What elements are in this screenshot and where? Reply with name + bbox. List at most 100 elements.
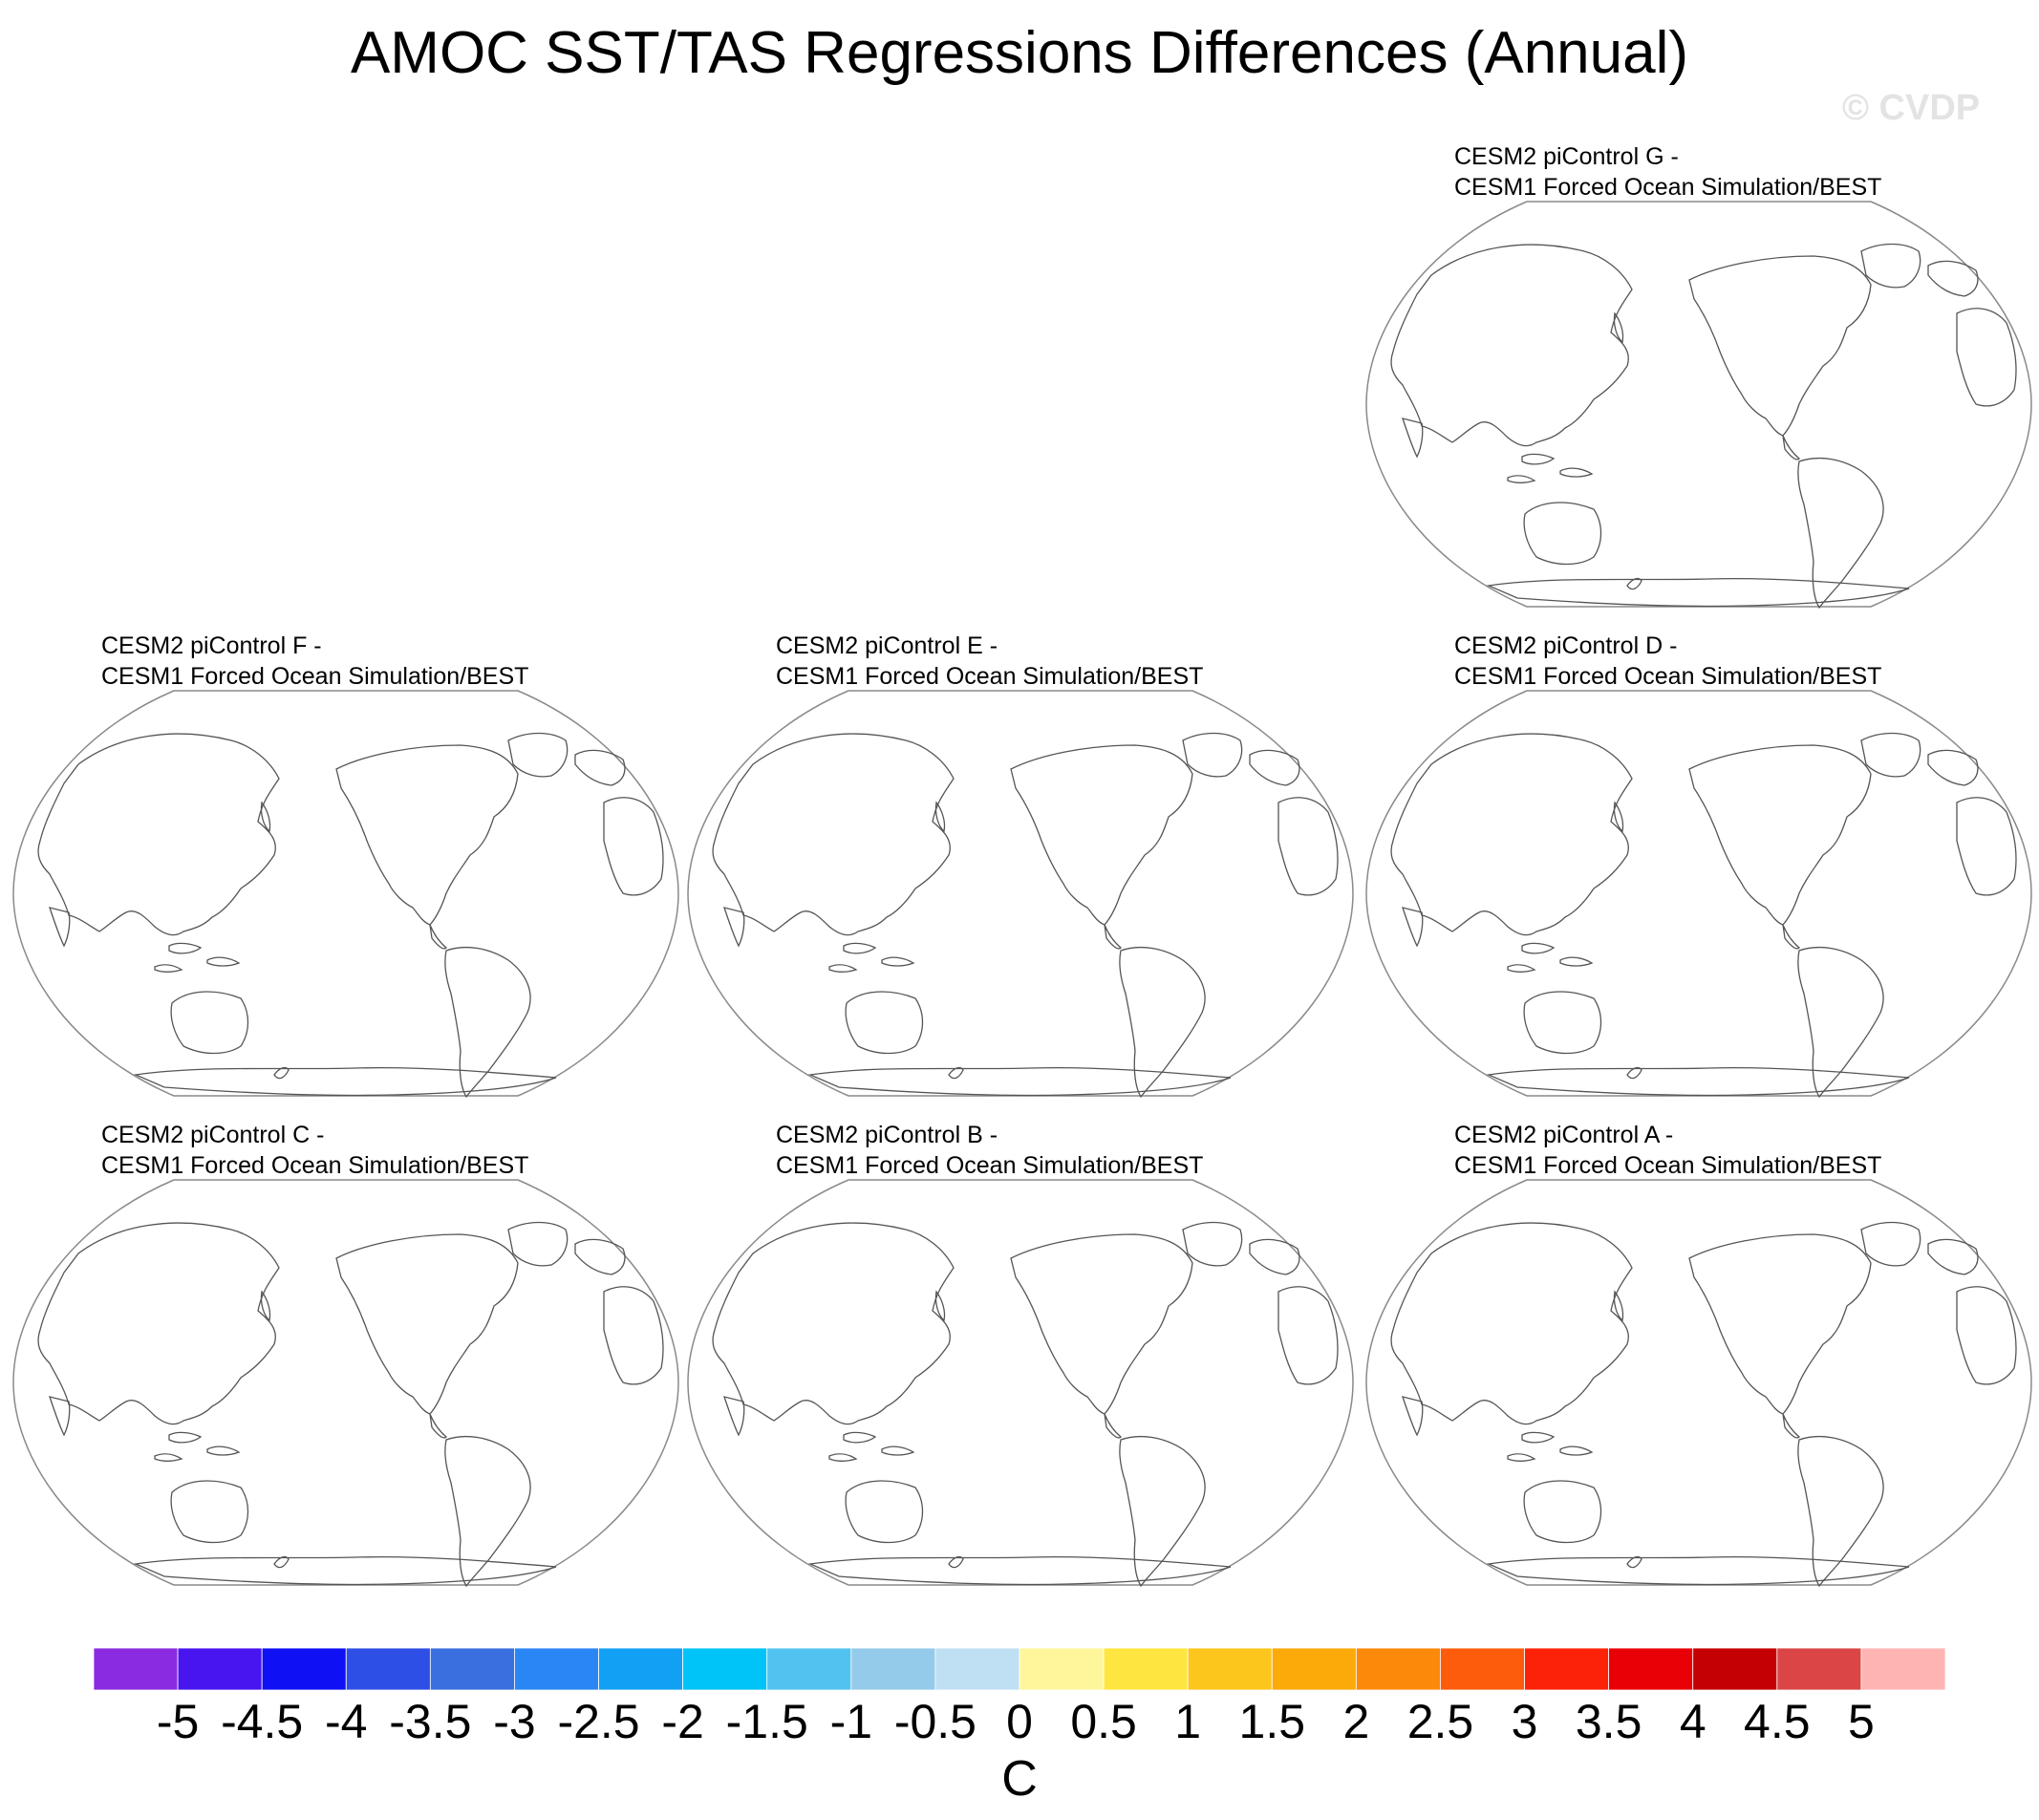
map-frame (1365, 1179, 2032, 1586)
coastline (948, 1066, 964, 1080)
coastline (1860, 243, 1921, 289)
coastline (723, 1396, 745, 1437)
coastline (1104, 924, 1122, 950)
coastline (49, 1396, 71, 1437)
colorbar-box (934, 1648, 1020, 1691)
world-map (12, 1179, 679, 1588)
coastline (1119, 1435, 1206, 1588)
panel-title-line2: CESM1 Forced Ocean Simulation/BEST (776, 1152, 1204, 1179)
coastline (335, 744, 519, 926)
colorbar-box (514, 1648, 599, 1691)
colorbar-box (94, 1648, 179, 1691)
coastline (1860, 732, 1921, 778)
coastline (1956, 1286, 2017, 1385)
panel-title: CESM2 piControl B - CESM1 Forced Ocean Si… (776, 1120, 1203, 1181)
colorbar-box (1355, 1648, 1441, 1691)
colorbar-tick-label: 5 (1848, 1695, 1875, 1748)
colorbar-tick-label: 3 (1511, 1695, 1538, 1748)
coastline (1486, 1066, 1910, 1097)
coastline (574, 749, 626, 786)
map-panel-d: CESM2 piControl D - CESM1 Forced Ocean Si… (1364, 631, 2033, 1108)
map-frame (687, 690, 1354, 1097)
coastline (1927, 1238, 1979, 1275)
panel-title: CESM2 piControl D - CESM1 Forced Ocean Si… (1454, 631, 1881, 692)
coastline (1688, 1233, 1872, 1415)
coastline (168, 1431, 203, 1444)
colorbar-box (1776, 1648, 1862, 1691)
coastline (1521, 942, 1556, 954)
coastline (603, 797, 664, 896)
map-frame (1365, 201, 2032, 608)
colorbar-tick-label: -4 (325, 1695, 368, 1748)
colorbar-tick-label: 3.5 (1575, 1695, 1642, 1748)
coastline (133, 1066, 557, 1097)
coastline (1521, 1431, 1556, 1444)
coastline (1182, 1221, 1243, 1267)
coastline (273, 1066, 290, 1080)
coastline (828, 1453, 858, 1462)
coastline (1613, 311, 1624, 344)
colorbar (94, 1648, 1945, 1691)
coastline (1521, 453, 1556, 465)
coastline (1797, 946, 1884, 1099)
coastline (1956, 308, 2017, 407)
coastline (828, 964, 858, 973)
coastline (1507, 475, 1536, 483)
coastline (1860, 1221, 1921, 1267)
colorbar-tick-label: -3 (493, 1695, 536, 1748)
colorbar-box (1019, 1648, 1105, 1691)
coastline (154, 1453, 183, 1462)
coastline (1782, 1413, 1800, 1439)
map-panel-e: CESM2 piControl E - CESM1 Forced Ocean Si… (686, 631, 1355, 1108)
panel-title: CESM2 piControl A - CESM1 Forced Ocean Si… (1454, 1120, 1881, 1181)
colorbar-tick-label: 0.5 (1070, 1695, 1137, 1748)
panel-title-line2: CESM1 Forced Ocean Simulation/BEST (1454, 663, 1882, 690)
colorbar-box (682, 1648, 768, 1691)
coastline (1402, 418, 1424, 459)
coastline (1626, 1066, 1642, 1080)
coastline (1559, 467, 1594, 478)
panel-title: CESM2 piControl G - CESM1 Forced Ocean Si… (1454, 141, 1881, 203)
map-panel-f: CESM2 piControl F - CESM1 Forced Ocean Si… (11, 631, 680, 1108)
coastline (260, 801, 271, 833)
coastline (1277, 1286, 1339, 1385)
coastline (37, 1222, 280, 1425)
coastline (1613, 801, 1624, 833)
map-panel-g: CESM2 piControl G - CESM1 Forced Ocean Si… (1364, 141, 2033, 619)
coastline (723, 907, 745, 948)
coastline (1927, 260, 1979, 297)
coastline (1782, 924, 1800, 950)
panel-title-line1: CESM2 piControl B - (776, 1122, 998, 1148)
panel-title-line1: CESM2 piControl D - (1454, 632, 1678, 659)
coastline (712, 1222, 955, 1425)
coastline (1927, 749, 1979, 786)
world-map (1365, 1179, 2032, 1588)
colorbar-tick-label: -1 (829, 1695, 873, 1748)
coastline (1249, 749, 1300, 786)
coastline (1507, 964, 1536, 973)
colorbar-tick-label: 0 (1006, 1695, 1033, 1748)
coastline (1559, 1445, 1594, 1456)
coastline (881, 956, 915, 967)
coastline (170, 1480, 249, 1544)
colorbar-tick-label: -5 (156, 1695, 200, 1748)
panel-title-line2: CESM1 Forced Ocean Simulation/BEST (1454, 174, 1882, 201)
coastline (1249, 1238, 1300, 1275)
coastline (603, 1286, 664, 1385)
world-map (687, 690, 1354, 1099)
map-frame (1365, 690, 2032, 1097)
coastline (807, 1066, 1232, 1097)
coastline (845, 991, 924, 1055)
colorbar-tick-label: 4.5 (1744, 1695, 1811, 1748)
cvdp-watermark: © CVDP (1842, 88, 1981, 128)
coastline (1182, 732, 1243, 778)
coastline (429, 924, 447, 950)
coastline (843, 1431, 877, 1444)
map-panel-c: CESM2 piControl C - CESM1 Forced Ocean Si… (11, 1120, 680, 1597)
colorbar-box (429, 1648, 515, 1691)
colorbar-box (345, 1648, 431, 1691)
panel-title-line2: CESM1 Forced Ocean Simulation/BEST (1454, 1152, 1882, 1179)
panel-title-line2: CESM1 Forced Ocean Simulation/BEST (101, 663, 529, 690)
coastline (948, 1555, 964, 1569)
colorbar-tick-label: 4 (1679, 1695, 1706, 1748)
